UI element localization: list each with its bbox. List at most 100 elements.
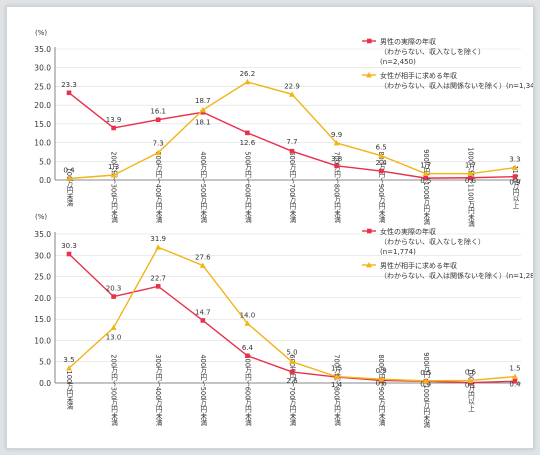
data-point (155, 284, 161, 289)
legend-label: (n=1,774) (380, 248, 416, 256)
x-tick-label: 700万円～800万円未満 (333, 354, 341, 427)
data-point (66, 90, 72, 96)
data-point (333, 373, 340, 380)
legend-label: 女性の実際の年収 (380, 227, 436, 236)
data-label: 0.5 (420, 177, 431, 185)
data-point (199, 107, 206, 113)
data-label: 0.4 (420, 380, 432, 388)
data-label: 1.7 (420, 162, 431, 170)
data-point (289, 91, 295, 97)
data-point (111, 125, 116, 131)
data-label: 0.6 (465, 368, 477, 376)
data-point (512, 378, 518, 384)
legend-label: （わからない、収入なしを除く） (380, 237, 485, 246)
y-tick-label: 5.0 (39, 358, 51, 367)
y-tick-label: 30.0 (34, 251, 51, 260)
data-label: 0.6 (376, 379, 388, 387)
y-tick-label: 25.0 (34, 273, 51, 282)
y-tick-label: 15.0 (34, 315, 51, 324)
data-label: 0.9 (509, 179, 520, 187)
x-tick-label: 1000万円～1100万円未満 (466, 147, 474, 228)
data-point (512, 373, 518, 380)
x-tick-label: 600万円～700万円未満 (288, 151, 296, 224)
x-tick-label: 300万円～400万円未満 (154, 151, 162, 224)
data-point (155, 244, 162, 250)
legend-marker (367, 228, 372, 234)
x-tick-label: 200万円～300万円未満 (110, 354, 118, 427)
data-point (467, 170, 474, 177)
data-point (155, 149, 162, 156)
data-label: 22.7 (150, 274, 166, 282)
data-point (66, 251, 72, 257)
figure-frame: (%) 0.0 5.0 10.0 15.0 20.0 25.0 30.0 35.0 100万円未満… (6, 6, 540, 449)
legend-label: 女性が相手に求める年収 (380, 71, 457, 80)
x-tick-label: 800万円～900万円未満 (377, 354, 385, 427)
data-point (378, 376, 385, 382)
data-label: 30.3 (61, 242, 77, 250)
y-tick-label: 35.0 (34, 230, 51, 239)
data-point (245, 353, 250, 359)
data-label: 1.3 (108, 163, 119, 171)
legend-label: (n=2,450) (380, 58, 416, 66)
y-tick-label: 25.0 (34, 82, 51, 91)
legend-label: 男性の実際の年収 (380, 37, 436, 46)
data-label: 14.7 (195, 308, 211, 316)
x-tick-label: 200万円～300万円未満 (110, 151, 118, 224)
data-point (422, 170, 429, 177)
data-point (512, 164, 518, 171)
data-label: 13.0 (106, 334, 122, 342)
data-point (66, 175, 72, 181)
data-label: 31.9 (150, 235, 166, 243)
data-point (199, 262, 206, 268)
legend-label: （わからない、収入は関係ないを除く）(n=1,289) (380, 271, 533, 280)
y-tick-label: 0.0 (39, 176, 51, 185)
y-tick-label: 10.0 (34, 139, 51, 148)
x-tick-label: 100万円未満 (65, 168, 73, 208)
data-label: 3.8 (331, 155, 342, 163)
data-label: 0.4 (63, 167, 75, 175)
x-tick-label: 400万円～500万円未満 (199, 151, 207, 224)
data-point (467, 377, 474, 383)
y-tick-label: 15.0 (34, 120, 51, 129)
x-tick-label: 1100万円以上 (511, 165, 519, 208)
data-label: 6.4 (242, 344, 254, 352)
data-label: 12.6 (240, 139, 256, 147)
data-label: 5.0 (286, 349, 297, 357)
data-label: 0.1 (465, 382, 476, 390)
y-tick-label: 35.0 (34, 45, 51, 54)
data-label: 6.5 (376, 144, 387, 152)
unit-label: (%) (35, 213, 47, 221)
data-label: 0.6 (465, 177, 477, 185)
data-label: 7.7 (286, 138, 297, 146)
data-label: 22.9 (284, 82, 300, 90)
data-label: 16.1 (150, 108, 166, 116)
x-tick-label: 600万円～700万円未満 (288, 354, 296, 427)
y-tick-label: 10.0 (34, 336, 51, 345)
data-label: 18.1 (195, 118, 211, 126)
x-tick-label: 700万円～800万円未満 (333, 151, 341, 224)
data-label: 2.6 (286, 377, 298, 385)
y-tick-label: 30.0 (34, 64, 51, 73)
data-label: 0.5 (420, 369, 431, 377)
data-label: 1.5 (509, 365, 520, 373)
y-tick-label: 5.0 (39, 157, 51, 166)
data-point (289, 369, 295, 375)
x-tick-label: 900万円～1000万円未満 (422, 352, 430, 429)
x-tick-label: 500万円～600万円未満 (243, 354, 251, 427)
x-tick-label: 800万円～900万円未満 (377, 151, 385, 224)
data-label: 3.5 (63, 356, 74, 364)
data-point (422, 377, 429, 384)
legend-label: （わからない、収入なしを除く） (380, 47, 485, 56)
x-tick-label: 900万円～1000万円未満 (422, 149, 430, 226)
data-label: 3.3 (509, 156, 520, 164)
data-label: 1.7 (465, 162, 476, 170)
data-point (378, 168, 384, 174)
y-tick-label: 20.0 (34, 294, 51, 303)
data-point (110, 324, 117, 331)
data-label: 7.3 (153, 140, 164, 148)
data-point (155, 117, 161, 123)
legend-marker (366, 72, 372, 78)
chart-figure: (%) 0.0 5.0 10.0 15.0 20.0 25.0 30.0 35.0 100万円未満… (34, 29, 540, 429)
data-label: 26.2 (240, 70, 256, 78)
data-point (200, 318, 206, 323)
